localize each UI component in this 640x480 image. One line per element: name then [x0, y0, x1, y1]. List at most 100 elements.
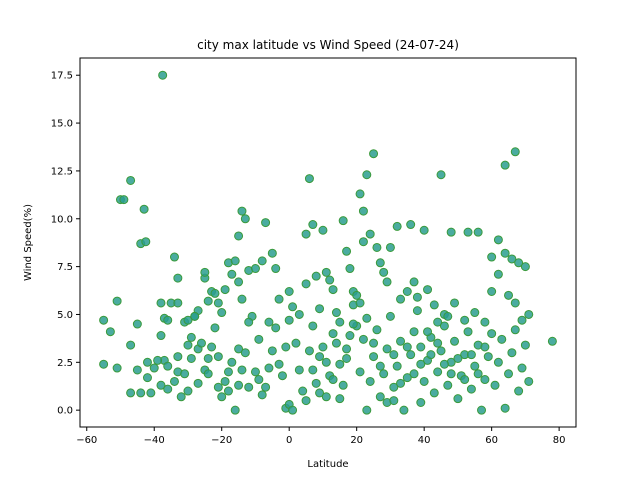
data-point: [477, 405, 487, 415]
data-point: [301, 229, 311, 239]
y-tick-label: 12.5: [51, 166, 73, 177]
data-point: [176, 392, 186, 402]
data-point: [301, 396, 311, 406]
data-point: [99, 315, 109, 325]
data-point: [277, 371, 287, 381]
data-point: [220, 376, 230, 386]
data-point: [203, 353, 213, 363]
data-point: [338, 216, 348, 226]
data-point: [379, 369, 389, 379]
data-point: [473, 227, 483, 237]
data-point: [439, 321, 449, 331]
data-point: [504, 369, 514, 379]
data-point: [99, 359, 109, 369]
data-point: [412, 306, 422, 316]
data-point: [132, 365, 142, 375]
data-point: [119, 195, 129, 205]
data-point: [500, 160, 510, 170]
data-point: [436, 170, 446, 180]
data-point: [510, 298, 520, 308]
data-point: [112, 296, 122, 306]
data-point: [369, 352, 379, 362]
data-point: [335, 359, 345, 369]
x-tick-label: 60: [485, 435, 498, 446]
data-point: [240, 348, 250, 358]
data-point: [139, 204, 149, 214]
data-point: [200, 267, 210, 277]
data-point: [163, 384, 173, 394]
data-point: [264, 317, 274, 327]
data-point: [250, 264, 260, 274]
data-point: [291, 338, 301, 348]
data-point: [186, 353, 196, 363]
data-point: [436, 346, 446, 356]
data-point: [443, 311, 453, 321]
data-point: [470, 308, 480, 318]
data-point: [142, 373, 152, 383]
data-point: [389, 350, 399, 360]
points-layer: [99, 70, 557, 415]
data-point: [311, 271, 321, 281]
data-point: [244, 317, 254, 327]
data-point: [234, 277, 244, 287]
data-point: [470, 361, 480, 371]
data-point: [487, 287, 497, 296]
data-point: [419, 376, 429, 386]
data-point: [389, 396, 399, 406]
y-tick-label: 0.0: [57, 406, 73, 417]
data-point: [311, 378, 321, 388]
data-point: [156, 298, 166, 308]
data-point: [274, 294, 284, 304]
data-point: [158, 70, 168, 80]
data-point: [210, 288, 220, 298]
y-tick-label: 7.5: [57, 262, 73, 273]
data-point: [298, 386, 308, 396]
data-point: [234, 344, 244, 354]
data-point: [493, 235, 503, 245]
data-point: [156, 380, 166, 390]
data-point: [429, 300, 439, 310]
data-point: [318, 342, 328, 352]
data-point: [412, 292, 422, 302]
data-point: [446, 369, 456, 379]
data-point: [487, 252, 497, 262]
data-point: [358, 237, 368, 247]
data-point: [304, 174, 314, 184]
data-point: [487, 329, 497, 339]
data-point: [385, 311, 395, 321]
data-point: [274, 359, 284, 369]
data-point: [331, 338, 341, 348]
data-point: [416, 359, 426, 369]
data-point: [375, 392, 385, 402]
data-point: [348, 319, 358, 329]
data-point: [443, 380, 453, 390]
data-point: [362, 313, 372, 323]
data-point: [392, 221, 402, 231]
data-point: [342, 246, 352, 256]
data-point: [345, 331, 355, 341]
data-point: [223, 367, 233, 377]
data-point: [369, 149, 379, 159]
data-point: [402, 342, 412, 352]
data-point: [510, 147, 520, 157]
data-point: [308, 220, 318, 230]
data-point: [230, 256, 240, 266]
data-point: [112, 363, 122, 373]
data-point: [220, 285, 230, 295]
data-point: [453, 353, 463, 363]
data-point: [507, 254, 517, 264]
data-point: [244, 382, 254, 392]
data-point: [136, 388, 146, 398]
data-point: [439, 359, 449, 369]
data-point: [345, 264, 355, 274]
data-point: [234, 231, 244, 241]
data-point: [237, 365, 247, 375]
data-point: [385, 242, 395, 252]
data-point: [463, 327, 473, 337]
data-point: [169, 252, 179, 262]
data-point: [173, 273, 183, 283]
data-point: [497, 334, 507, 344]
data-point: [271, 264, 281, 274]
data-point: [358, 334, 368, 344]
